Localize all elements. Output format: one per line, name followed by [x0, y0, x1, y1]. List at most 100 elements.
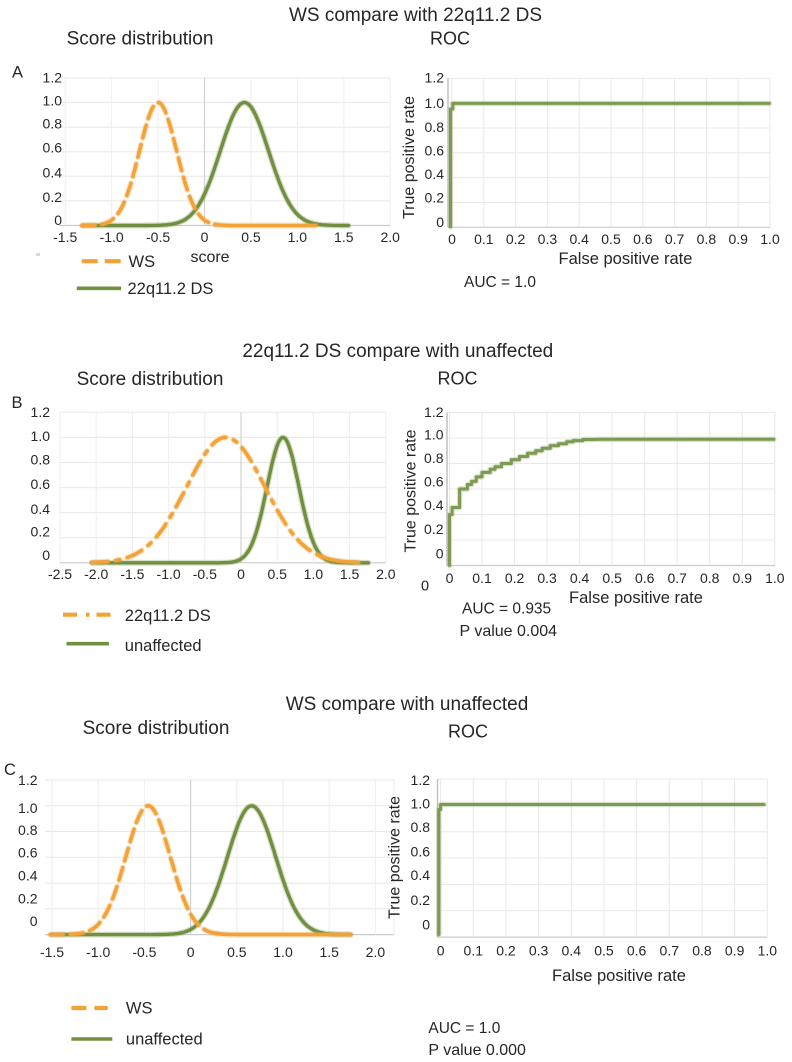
svg-text:1.0: 1.0 [760, 231, 780, 247]
svg-text:1.0: 1.0 [31, 428, 51, 444]
svg-text:A: A [12, 64, 23, 82]
svg-text:0.1: 0.1 [464, 943, 484, 959]
svg-text:0.2: 0.2 [496, 943, 516, 959]
svg-text:ROC: ROC [438, 369, 478, 389]
svg-text:0.2: 0.2 [31, 524, 51, 540]
svg-text:-2.5: -2.5 [48, 566, 72, 582]
svg-text:0.8: 0.8 [700, 570, 720, 586]
svg-text:P value 0.000: P value 0.000 [428, 1042, 526, 1059]
svg-text:0: 0 [436, 214, 444, 230]
svg-text:0.6: 0.6 [411, 844, 431, 860]
svg-text:0.6: 0.6 [627, 943, 647, 959]
svg-text:1.5: 1.5 [340, 566, 360, 582]
svg-text:0: 0 [448, 231, 456, 247]
svg-text:0.4: 0.4 [18, 868, 38, 884]
svg-text:1.0: 1.0 [288, 229, 308, 245]
svg-text:0.3: 0.3 [537, 570, 557, 586]
svg-text:0.4: 0.4 [424, 497, 444, 513]
svg-text:True positive rate: True positive rate [401, 96, 418, 219]
svg-text:0.8: 0.8 [31, 452, 51, 468]
svg-text:0.1: 0.1 [474, 231, 494, 247]
svg-text:0.5: 0.5 [227, 944, 247, 960]
svg-text:-0.5: -0.5 [146, 229, 170, 245]
svg-text:WS compare with unaffected: WS compare with unaffected [286, 694, 529, 715]
svg-text:False positive rate: False positive rate [569, 589, 703, 607]
svg-text:2.0: 2.0 [376, 566, 396, 582]
svg-text:0.6: 0.6 [31, 476, 51, 492]
svg-text:Score distribution: Score distribution [83, 718, 230, 739]
svg-text:0.8: 0.8 [424, 450, 444, 466]
svg-text:0.7: 0.7 [660, 943, 680, 959]
svg-text:0.6: 0.6 [43, 140, 63, 156]
svg-text:0: 0 [30, 913, 38, 929]
svg-text:1.0: 1.0 [758, 943, 778, 959]
svg-text:0.9: 0.9 [728, 231, 748, 247]
svg-text:0.2: 0.2 [505, 570, 525, 586]
svg-text:0.6: 0.6 [18, 844, 38, 860]
svg-text:0: 0 [42, 547, 50, 563]
svg-text:ROC: ROC [430, 29, 470, 49]
svg-text:0.2: 0.2 [18, 891, 38, 907]
svg-text:0: 0 [54, 212, 62, 228]
svg-text:1.0: 1.0 [43, 93, 63, 109]
svg-text:0.9: 0.9 [733, 570, 753, 586]
svg-text:-1.5: -1.5 [53, 229, 77, 245]
svg-text:0.7: 0.7 [667, 570, 687, 586]
svg-text:0.8: 0.8 [692, 943, 712, 959]
svg-text:WS compare with 22q11.2 DS: WS compare with 22q11.2 DS [289, 5, 542, 26]
svg-text:0: 0 [422, 916, 430, 932]
svg-text:0.2: 0.2 [424, 521, 444, 537]
svg-text:True positive rate: True positive rate [403, 429, 420, 552]
svg-text:0.3: 0.3 [538, 231, 558, 247]
svg-text:AUC = 1.0: AUC = 1.0 [428, 1020, 500, 1037]
svg-text:0.8: 0.8 [425, 119, 445, 135]
svg-text:C: C [4, 761, 16, 779]
svg-text:0.5: 0.5 [601, 231, 621, 247]
svg-text:22q11.2 DS compare with unaffe: 22q11.2 DS compare with unaffected [242, 341, 553, 362]
svg-text:True positive rate: True positive rate [387, 796, 404, 919]
svg-text:0.6: 0.6 [633, 231, 653, 247]
svg-text:ROC: ROC [448, 722, 488, 742]
svg-text:0: 0 [437, 943, 445, 959]
svg-text:1.2: 1.2 [43, 70, 63, 86]
svg-text:B: B [11, 394, 22, 412]
svg-text:0: 0 [201, 229, 209, 245]
svg-text:0.8: 0.8 [18, 822, 38, 838]
svg-text:1.0: 1.0 [411, 796, 431, 812]
svg-text:0.1: 0.1 [472, 570, 492, 586]
svg-text:0: 0 [237, 566, 245, 582]
svg-text:-2.0: -2.0 [84, 566, 108, 582]
svg-text:AUC = 1.0: AUC = 1.0 [464, 274, 536, 291]
svg-text:score: score [190, 249, 229, 266]
svg-text:Score distribution: Score distribution [67, 28, 214, 49]
svg-text:0.4: 0.4 [569, 231, 589, 247]
svg-text:0.7: 0.7 [665, 231, 685, 247]
svg-text:-1.5: -1.5 [120, 566, 144, 582]
svg-text:0: 0 [436, 545, 444, 561]
svg-text:Score distribution: Score distribution [77, 369, 224, 390]
svg-text:1.0: 1.0 [18, 800, 38, 816]
svg-text:-0.5: -0.5 [193, 566, 217, 582]
svg-text:0.8: 0.8 [43, 116, 63, 132]
svg-text:-1.5: -1.5 [40, 944, 64, 960]
svg-text:-1.0: -1.0 [100, 229, 124, 245]
svg-text:0.4: 0.4 [570, 570, 590, 586]
svg-text:2.0: 2.0 [380, 229, 400, 245]
svg-text:0.6: 0.6 [425, 143, 445, 159]
svg-text:False positive rate: False positive rate [552, 967, 686, 985]
svg-text:0.5: 0.5 [594, 943, 614, 959]
svg-text:0.4: 0.4 [411, 867, 431, 883]
svg-text:0.9: 0.9 [725, 943, 745, 959]
svg-text:0.6: 0.6 [635, 570, 655, 586]
svg-text:0.5: 0.5 [602, 570, 622, 586]
svg-text:0.4: 0.4 [425, 166, 445, 182]
svg-text:0: 0 [421, 579, 429, 595]
svg-text:-1.0: -1.0 [86, 944, 110, 960]
svg-text:1.2: 1.2 [424, 404, 444, 420]
svg-text:1.2: 1.2 [425, 69, 445, 85]
svg-text:0.2: 0.2 [43, 189, 63, 205]
svg-text:0.2: 0.2 [506, 231, 526, 247]
svg-text:AUC = 0.935: AUC = 0.935 [462, 600, 551, 617]
svg-text:22q11.2 DS: 22q11.2 DS [128, 280, 214, 298]
svg-text:1.0: 1.0 [273, 944, 293, 960]
